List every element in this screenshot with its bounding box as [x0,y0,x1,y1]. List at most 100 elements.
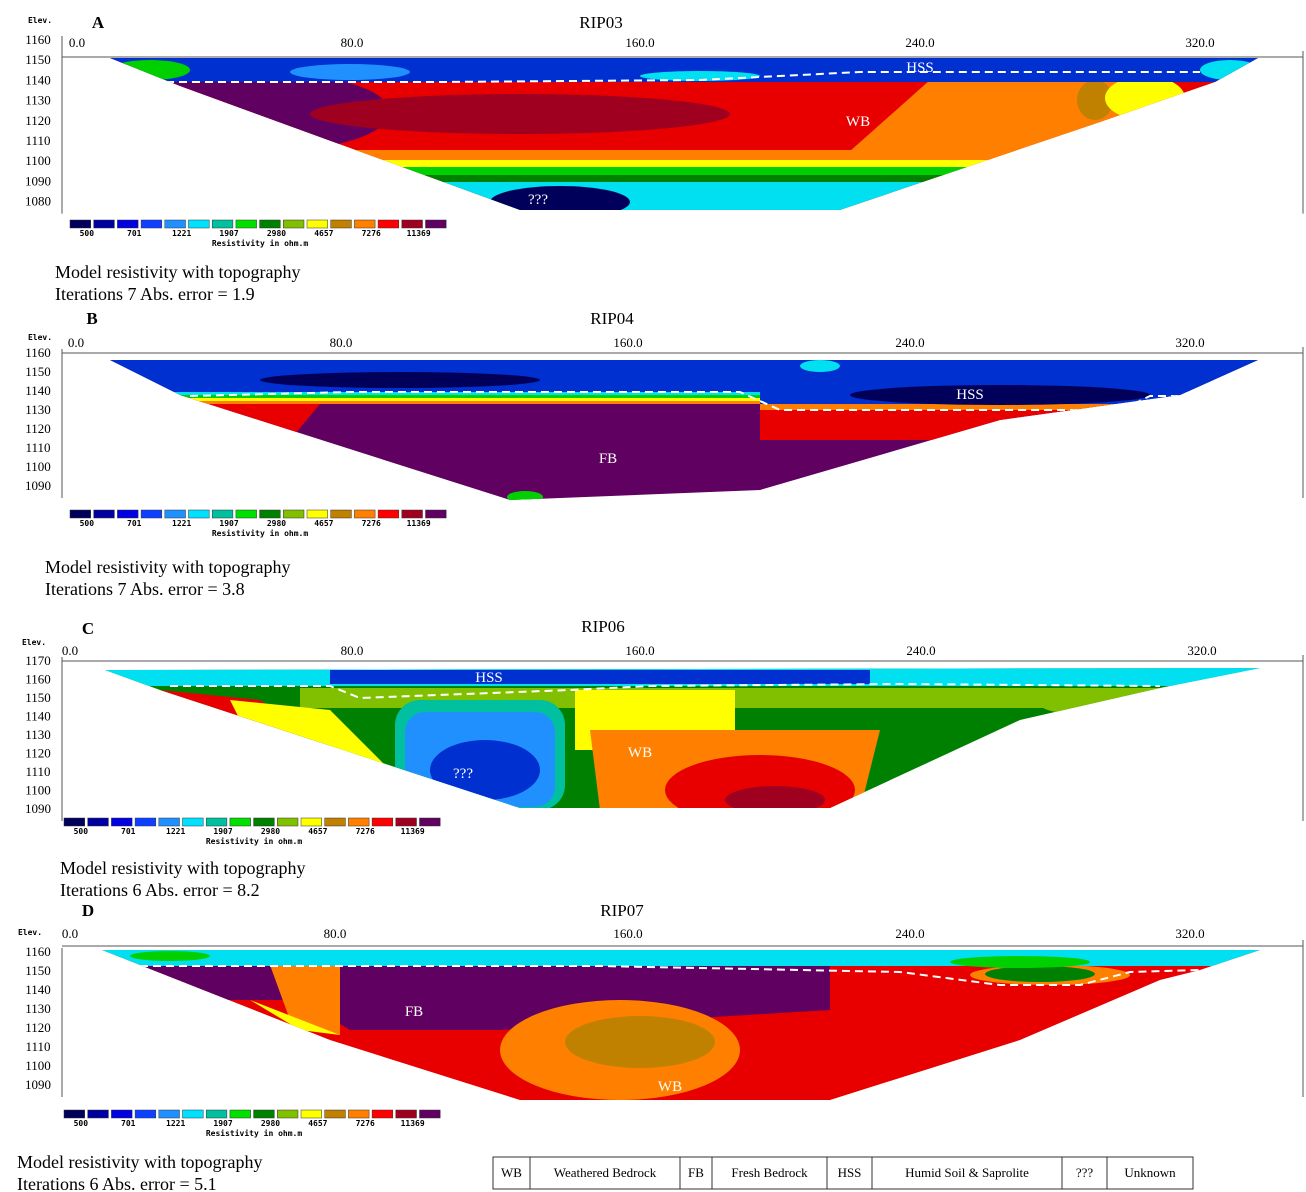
legend-swatch [93,509,115,519]
x-tick-label: 320.0 [1187,643,1216,658]
legend-tick: 500 [74,827,89,836]
legend-tick: 2980 [267,519,286,528]
resistivity-zone [110,182,1258,210]
key-cell: Weathered Bedrock [554,1165,657,1180]
resistivity-zone [1040,694,1120,714]
legend-swatch [111,1109,133,1119]
x-tick-label: 160.0 [613,335,642,350]
legend-tick: 701 [121,827,136,836]
y-tick-label: 1090 [25,1077,51,1092]
legend-swatch [324,1109,346,1119]
legend-tick: 500 [80,519,95,528]
panel-title: RIP03 [579,13,622,32]
resistivity-zone [565,1016,715,1068]
y-tick-label: 1140 [25,383,51,398]
y-tick-label: 1110 [25,764,50,779]
resistivity-zone [110,392,760,395]
zone-label: ??? [528,192,548,208]
legend-swatch [283,219,305,229]
resistivity-zone [110,395,760,398]
panel-letter: B [86,309,97,328]
legend-swatch [117,509,139,519]
resistivity-zone [731,491,759,500]
legend-swatch [253,817,275,827]
y-tick-label: 1090 [25,173,51,188]
legend-swatch [259,509,281,519]
resistivity-zone [430,740,540,800]
legend-swatch [419,817,441,827]
resistivity-zone [110,150,1258,160]
legend-tick: 11369 [407,229,431,238]
resistivity-zone [110,401,760,404]
y-tick-label: 1160 [25,32,51,47]
legend-swatch [235,509,257,519]
zone-label: WB [846,114,870,130]
legend-tick: 701 [127,229,142,238]
legend-swatch [371,1109,394,1119]
y-tick-label: 1120 [25,1020,51,1035]
legend-swatch [158,1109,180,1119]
legend-swatch [211,219,234,229]
y-tick-label: 1160 [25,944,51,959]
y-tick-label: 1130 [25,1001,51,1016]
y-tick-label: 1130 [25,727,51,742]
legend-swatch [401,219,423,229]
zone-label: FB [599,451,617,467]
resistivity-zone [270,965,340,1035]
legend-swatch [300,1109,322,1119]
y-tick-label: 1160 [25,345,51,360]
resistivity-zone [110,398,760,401]
elev-label: Elev. [22,638,46,647]
y-tick-label: 1100 [25,783,51,798]
legend-tick: 1221 [166,1119,185,1128]
legend-tick: 701 [127,519,142,528]
boundary [140,71,1200,83]
x-tick-label: 80.0 [341,643,364,658]
x-tick-label: 320.0 [1185,35,1214,50]
legend-tick: 4657 [308,827,327,836]
legend-tick: 1907 [219,519,238,528]
legend-tick: 2980 [261,827,280,836]
legend-swatch [188,219,210,229]
caption: Iterations 6 Abs. error = 5.1 [17,1174,217,1192]
y-tick-label: 1120 [25,113,51,128]
key-cell: ??? [1076,1165,1094,1180]
legend-swatch [87,817,109,827]
x-tick-label: 240.0 [895,335,924,350]
caption: Iterations 7 Abs. error = 3.8 [45,579,245,599]
legend-swatch [69,219,91,229]
resistivity-zone [507,491,543,500]
resistivity-zone [760,404,1258,410]
key-table: WB Weathered Bedrock FB Fresh Bedrock HSS Hum… [492,1156,1194,1190]
zone-label: WB [628,745,652,761]
section [110,58,1258,210]
x-tick-label: 320.0 [1175,335,1204,350]
legend-tick: 7276 [356,1119,375,1128]
legend-tick: 11369 [401,827,425,836]
x-tick-label: 0.0 [62,643,78,658]
legend-swatch [425,219,447,229]
legend-tick: 1907 [213,827,232,836]
resistivity-zone [110,60,190,80]
x-tick-label: 240.0 [905,35,934,50]
legend-swatch [93,219,115,229]
legend-swatch [324,817,346,827]
panel-letter: D [82,901,94,920]
legend-tick: 4657 [308,1119,327,1128]
key-cell: WB [501,1165,522,1180]
y-tick-label: 1120 [25,746,51,761]
boundary [140,965,1201,986]
legend-title: Resistivity in ohm.m [206,1128,303,1138]
legend-title: Resistivity in ohm.m [212,528,309,538]
resistivity-zone [490,186,630,210]
resistivity-zone [950,956,1090,968]
key-cell: FB [688,1165,704,1180]
y-tick-label: 1090 [25,478,51,493]
resistivity-zone [290,64,410,80]
legend-tick: 1907 [219,229,238,238]
legend-tick: 11369 [401,1119,425,1128]
panel: D RIP07 Elev. 0.0 80.0 160.0 240.0 320.0 1160 115… [17,901,1304,1192]
key-border [492,1156,1194,1190]
panel: A RIP03 Elev. 0.0 80.0 160.0 240.0 320.0 1160 115… [25,13,1304,304]
